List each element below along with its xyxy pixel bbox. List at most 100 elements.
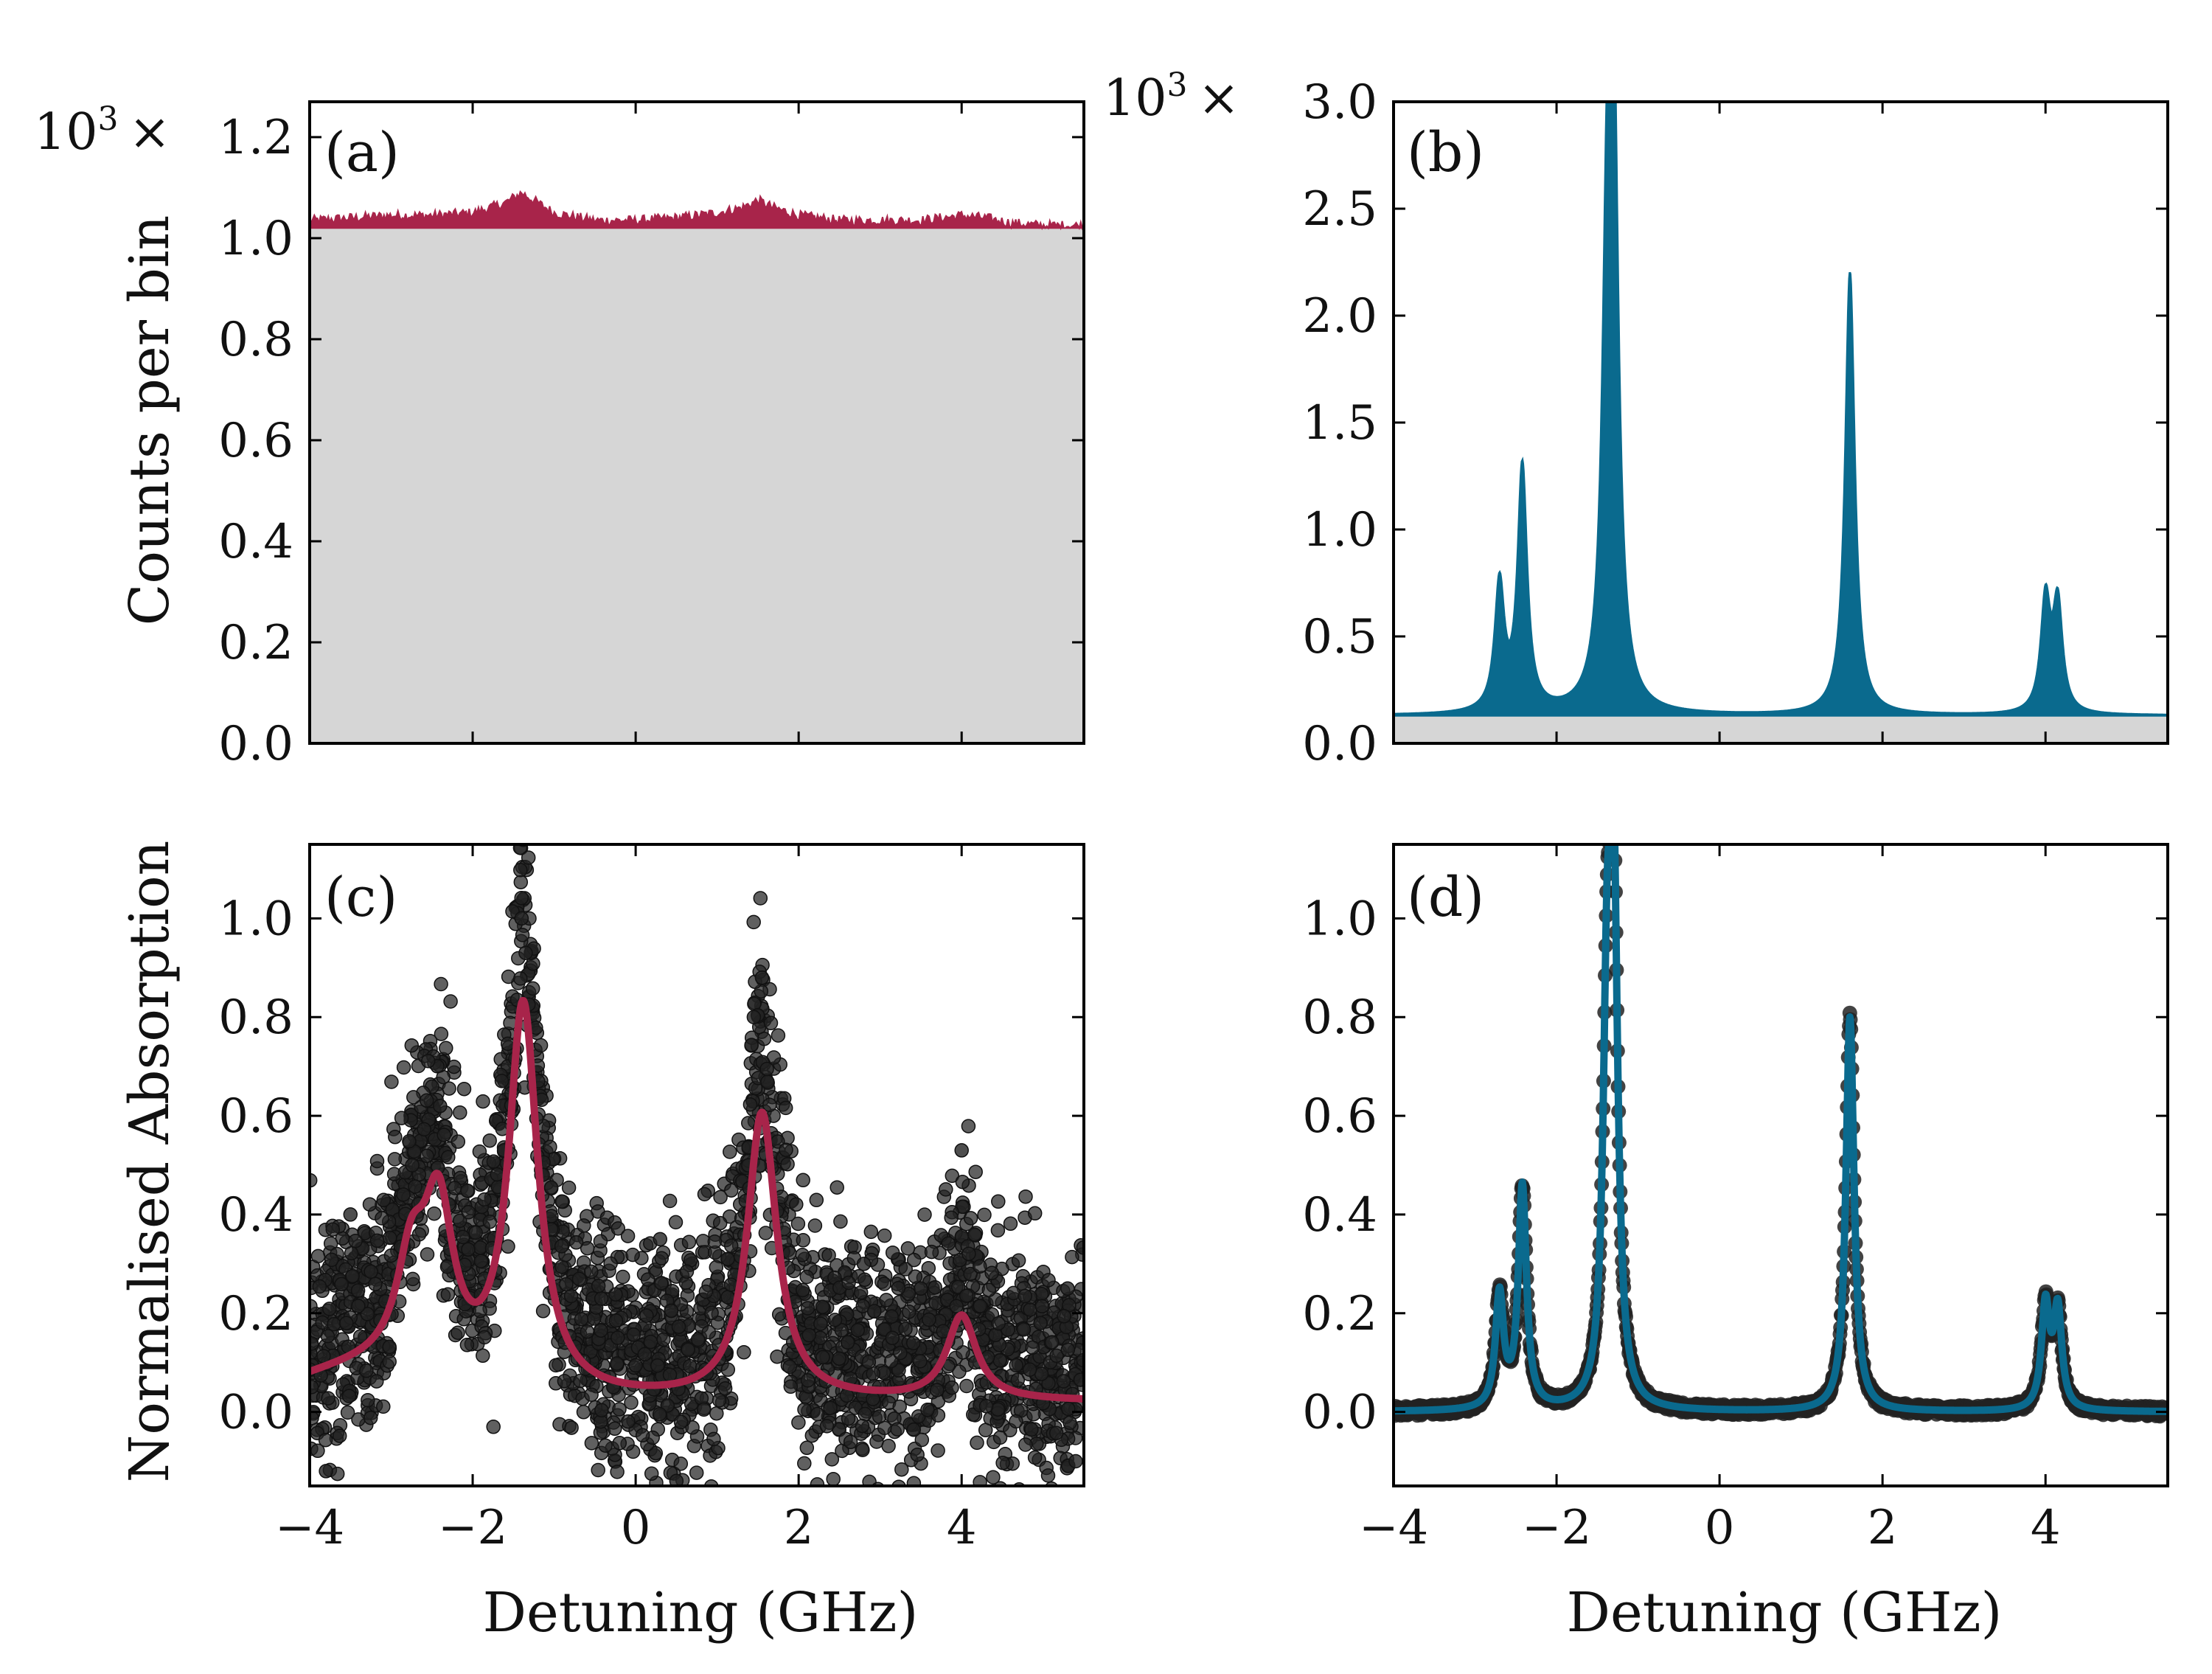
scatter-point-c [920, 1403, 935, 1417]
scatter-point-c [955, 1174, 970, 1189]
scatter-point-c [1062, 1415, 1077, 1431]
y-tick-label-a: 0.4 [218, 515, 293, 569]
scatter-point-c [789, 1197, 804, 1212]
x-tick-label-c: 4 [947, 1501, 977, 1555]
scatter-point-c [318, 1432, 333, 1448]
scatter-point-c [906, 1476, 922, 1486]
scatter-point-c [608, 1421, 622, 1437]
scatter-point-c [477, 1330, 492, 1345]
scatter-point-c [973, 1475, 987, 1486]
scatter-point-c [1024, 1422, 1039, 1437]
scatter-point-c [990, 1223, 1006, 1238]
y-tick-label-d: 0.8 [1302, 990, 1377, 1045]
scatter-point-c [855, 1442, 870, 1457]
ylabel-counts-per-bin: Counts per bin [118, 215, 181, 625]
scatter-point-c [439, 1041, 453, 1056]
scatter-point-c [654, 1251, 669, 1265]
scatter-point-c [689, 1465, 704, 1480]
scatter-point-c [321, 1391, 335, 1406]
scatter-point-c [441, 1150, 456, 1164]
scatter-point-c [624, 1395, 639, 1410]
scatter-point-c [312, 1279, 327, 1294]
scatter-point-c [535, 1304, 551, 1319]
y-tick-label-b: 0.5 [1302, 610, 1377, 664]
scatter-point-c [324, 1252, 339, 1268]
scatter-point-c [984, 1265, 999, 1280]
scatter-point-c [986, 1470, 1001, 1484]
scatter-point-c [1027, 1450, 1043, 1465]
scatter-point-c [584, 1436, 599, 1451]
scatter-point-c [746, 1010, 762, 1024]
scatter-point-c [640, 1272, 655, 1287]
scatter-point-c [1060, 1342, 1076, 1358]
panel-c-plot-area [310, 844, 1084, 1486]
scatter-point-c [1010, 1372, 1026, 1388]
scatter-point-c [815, 1350, 830, 1365]
scatter-point-c [862, 1474, 877, 1486]
scatter-point-c [1018, 1288, 1032, 1304]
scatter-point-c [549, 1358, 563, 1373]
scatter-point-c [345, 1268, 360, 1284]
xlabel-d-detuning: Detuning (GHz) [1567, 1581, 2003, 1645]
scatter-point-c [712, 1393, 727, 1408]
scatter-point-c [411, 1227, 427, 1242]
scatter-point-c [877, 1228, 892, 1243]
scatter-point-c [461, 1242, 476, 1257]
scatter-point-c [950, 1279, 966, 1294]
y-tick-label-d: 0.0 [1302, 1386, 1377, 1440]
scatter-point-c [720, 1362, 736, 1378]
scatter-point-c [796, 1233, 811, 1248]
y-tick-label-b: 2.0 [1302, 289, 1377, 344]
scatter-point-c [797, 1456, 812, 1471]
scatter-point-c [832, 1351, 846, 1366]
scatter-point-c [1056, 1374, 1071, 1389]
scatter-point-c [382, 1230, 397, 1246]
scatter-point-c [797, 1402, 812, 1417]
scatter-point-c [637, 1347, 653, 1362]
scatter-point-c [514, 911, 529, 926]
scatter-point-c [513, 971, 528, 986]
scatter-point-c [779, 1142, 793, 1157]
scatter-point-c [648, 1445, 664, 1461]
x-tick-label-d: −4 [1359, 1501, 1428, 1555]
y-tick-label-b: 0.0 [1302, 717, 1377, 771]
y-tick-label-c: 0.6 [218, 1089, 293, 1144]
scatter-point-c [364, 1264, 378, 1279]
panel-a-chart: 0.0 0.2 0.4 0.6 0.8 1.0 1.2 [218, 100, 1085, 771]
scatter-point-c [635, 1428, 650, 1443]
scatter-point-c [323, 1236, 338, 1251]
scatter-point-c [405, 1158, 420, 1173]
scatter-point-c [834, 1323, 849, 1338]
scatter-point-c [973, 1259, 987, 1274]
panel-d-plot-area [1394, 844, 2168, 1424]
scatter-point-c [790, 1216, 806, 1232]
scatter-point-c [963, 1266, 978, 1282]
scatter-point-c [898, 1262, 913, 1277]
scatter-point-c [327, 1316, 341, 1332]
scatter-point-c [420, 1148, 434, 1164]
scatter-point-c [343, 1207, 358, 1222]
scatter-point-c [833, 1214, 848, 1229]
scatter-point-c [799, 1440, 815, 1456]
scatter-point-c [753, 891, 768, 906]
scatter-point-c [603, 1256, 618, 1271]
scatter-point-c [791, 1415, 806, 1430]
panel-c-label: (c) [324, 866, 397, 929]
scatter-point-c [662, 1193, 678, 1209]
x-tick-label-c: −2 [438, 1501, 507, 1555]
scatter-point-c [928, 1279, 942, 1295]
scatter-point-c [906, 1423, 922, 1437]
panel-b-multiplier: 103 × [1103, 66, 1240, 128]
scatter-point-c [319, 1464, 333, 1479]
scatter-point-c [762, 1097, 777, 1113]
scatter-point-c [824, 1452, 840, 1467]
x-tick-label-d: 0 [1705, 1501, 1735, 1555]
scatter-point-c [697, 1187, 712, 1202]
scatter-point-c [991, 1316, 1006, 1331]
scatter-point-c [580, 1324, 595, 1339]
scatter-point-c [577, 1218, 591, 1233]
scatter-point-c [628, 1358, 643, 1373]
plot-frame-c [308, 843, 1085, 1487]
scatter-point-c [643, 1334, 658, 1350]
scatter-point-c [564, 1420, 579, 1435]
